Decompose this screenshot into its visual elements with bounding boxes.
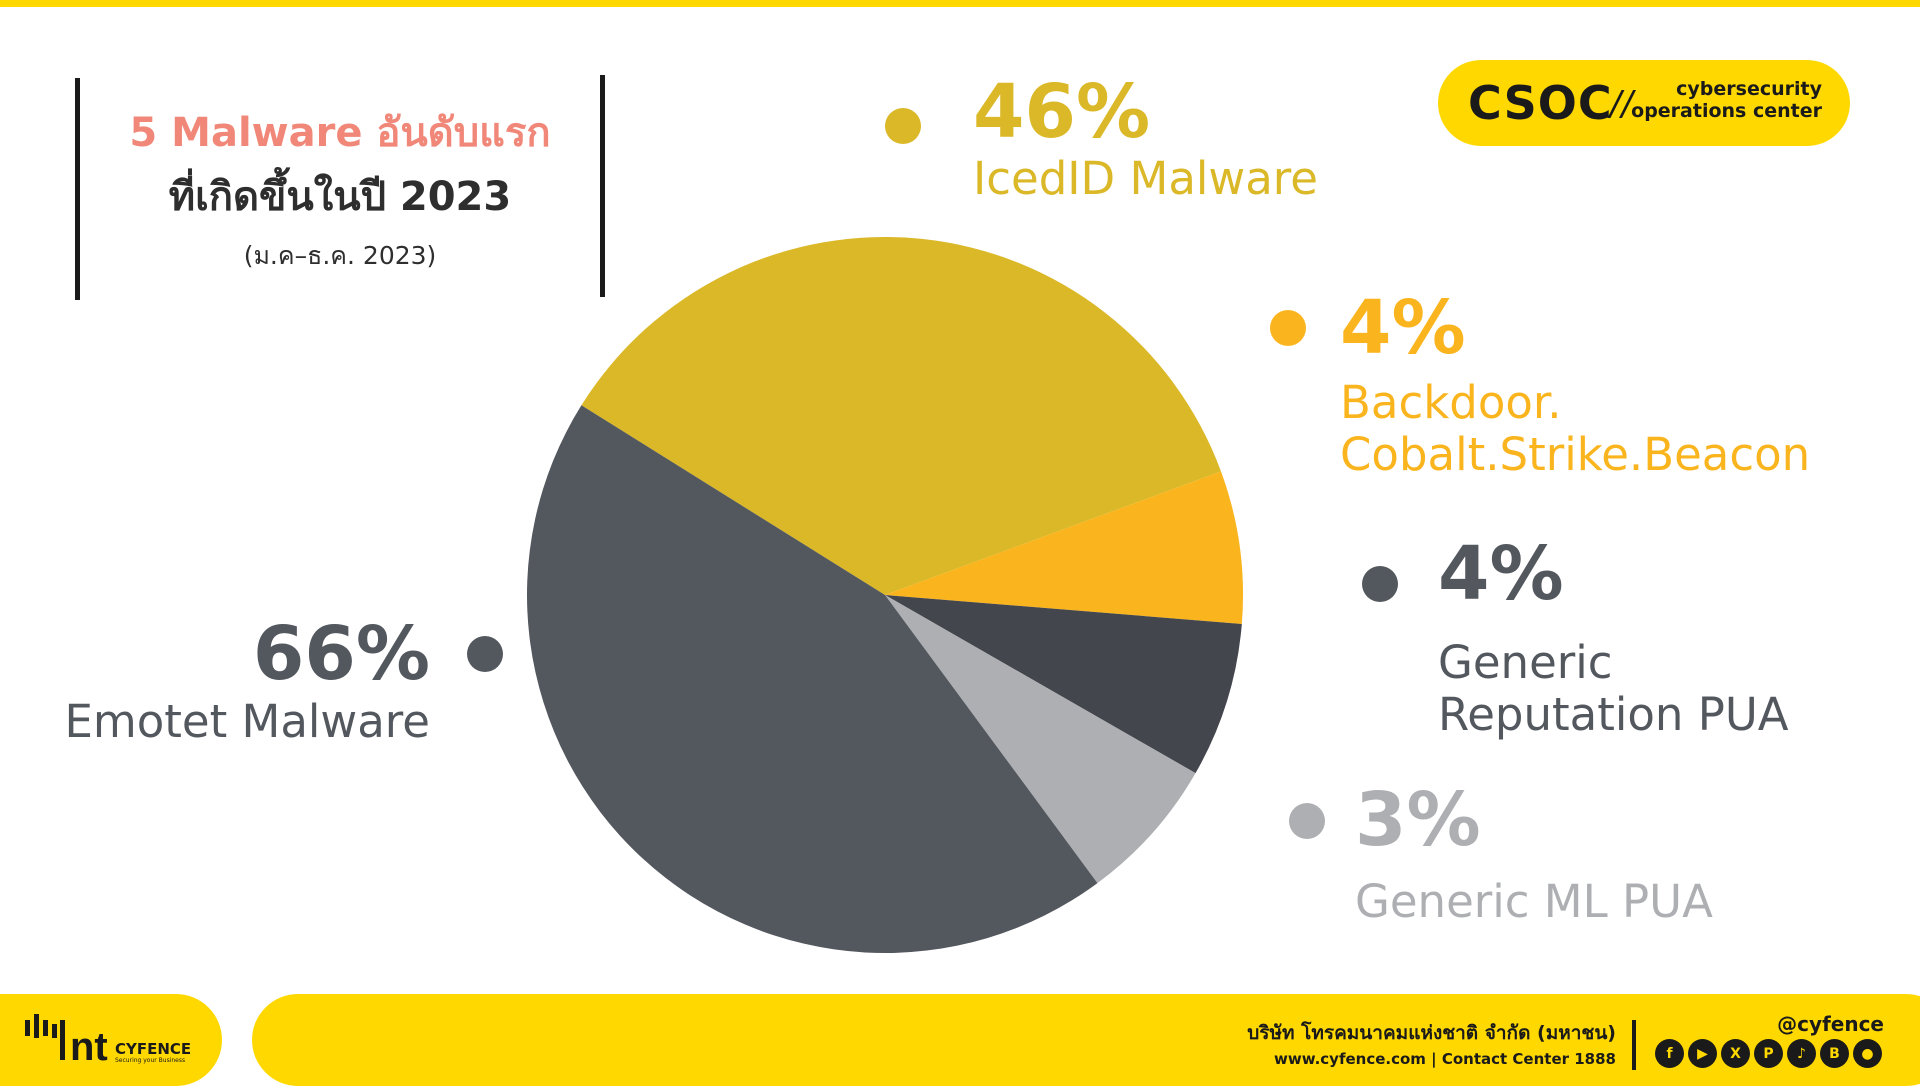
pie-slice-generic-reputation-pua: [885, 595, 1242, 774]
social-handle: @cyfence: [1777, 1012, 1884, 1036]
pie-slice-generic-ml-pua: [885, 595, 1196, 884]
tiktok-icon[interactable]: ♪: [1787, 1039, 1816, 1068]
pct-label-reputation: 4%: [1438, 531, 1564, 617]
name-label-reputation-1: Generic: [1438, 636, 1613, 689]
date-range: (ม.ค–ธ.ค. 2023): [243, 241, 437, 270]
csoc-subtitle: cybersecurity operations center: [1631, 78, 1822, 122]
facebook-icon[interactable]: f: [1655, 1039, 1684, 1068]
youtube-icon[interactable]: ▶: [1688, 1039, 1717, 1068]
legend-dot-reputation: [1362, 566, 1398, 602]
title-block: 5 Malware อันดับแรก ที่เกิดขึ้นในปี 2023…: [75, 75, 605, 300]
csoc-sub-line2: operations center: [1631, 100, 1822, 122]
pct-label-emotet: 66%: [252, 611, 430, 697]
pie-slice-emotet-malware: [527, 405, 1098, 953]
name-label-reputation-2: Reputation PUA: [1438, 688, 1789, 741]
pct-label-ml: 3%: [1355, 777, 1481, 863]
social-icons: f ▶ X P ♪ B ●: [1655, 1039, 1882, 1069]
pie-slice-backdoor-cobalt-strike-beacon: [885, 471, 1243, 624]
footer-divider: [1632, 1020, 1636, 1070]
medium-icon[interactable]: ●: [1853, 1039, 1882, 1068]
blockdit-icon[interactable]: B: [1820, 1039, 1849, 1068]
footer-bar: [252, 994, 1920, 1086]
name-label-emotet: Emotet Malware: [64, 695, 430, 748]
title-left-rule: [75, 78, 80, 300]
nt-logo-icon: nt: [25, 1014, 108, 1069]
logo-tagline: Securing your Business: [115, 1057, 186, 1064]
csoc-badge: CSOC // cybersecurity operations center: [1438, 60, 1850, 146]
chart-title: 5 Malware อันดับแรก: [129, 110, 551, 156]
name-label-cobalt-1: Backdoor.: [1340, 376, 1562, 429]
title-right-rule: [600, 75, 605, 297]
csoc-sub-line1: cybersecurity: [1676, 78, 1822, 100]
pct-label-cobalt: 4%: [1340, 285, 1466, 371]
logo-wordmark: CYFENCE: [115, 1040, 192, 1058]
company-name: บริษัท โทรคมนาคมแห่งชาติ จำกัด (มหาชน): [1247, 1022, 1616, 1044]
name-label-cobalt-2: Cobalt.Strike.Beacon: [1340, 428, 1811, 481]
pinterest-icon[interactable]: P: [1754, 1039, 1783, 1068]
legend-dot-ml: [1289, 803, 1325, 839]
footer-logo-pill: [0, 994, 222, 1086]
top-accent-bar: [0, 0, 1920, 7]
name-label-iced: IcedID Malware: [973, 152, 1318, 205]
legend-dot-iced: [885, 108, 921, 144]
chart-subtitle: ที่เกิดขึ้นในปี 2023: [168, 174, 512, 220]
pie-chart: [527, 237, 1243, 953]
legend-dot-cobalt: [1270, 310, 1306, 346]
csoc-slash: //: [1610, 84, 1633, 124]
name-label-ml: Generic ML PUA: [1355, 875, 1713, 928]
contact-info: www.cyfence.com | Contact Center 1888: [1273, 1050, 1616, 1068]
legend-dot-emotet: [467, 636, 503, 672]
svg-text:nt: nt: [70, 1025, 108, 1069]
csoc-label: CSOC: [1468, 76, 1613, 130]
x-icon[interactable]: X: [1721, 1039, 1750, 1068]
pie-slice-icedid-malware: [581, 237, 1221, 595]
pct-label-iced: 46%: [973, 69, 1151, 155]
